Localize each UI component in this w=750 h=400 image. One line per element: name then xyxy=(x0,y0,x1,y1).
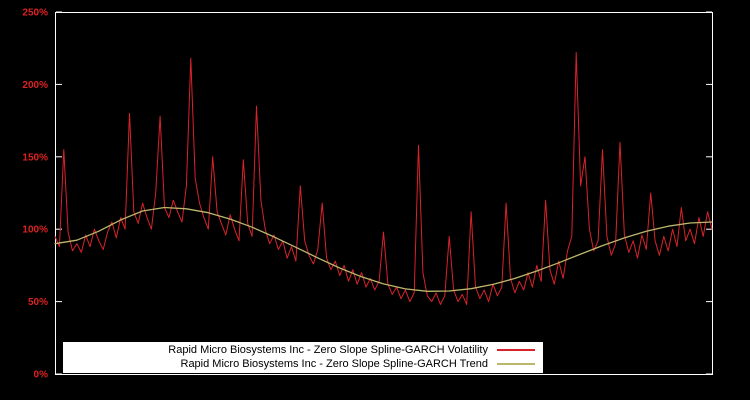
legend-label-trend: Rapid Micro Biosystems Inc - Zero Slope … xyxy=(180,358,489,370)
y-axis-tick-label: 100% xyxy=(22,225,48,236)
series-line-trend xyxy=(54,206,713,292)
y-axis-tick-label: 200% xyxy=(22,80,48,91)
series-line-volatility xyxy=(54,52,713,305)
legend-item-volatility: Rapid Micro Biosystems Inc - Zero Slope … xyxy=(71,343,535,357)
legend-line-sample-volatility xyxy=(497,349,535,351)
legend-item-trend: Rapid Micro Biosystems Inc - Zero Slope … xyxy=(71,357,535,371)
chart-legend: Rapid Micro Biosystems Inc - Zero Slope … xyxy=(63,342,543,373)
y-axis-tick-label: 0% xyxy=(34,370,49,381)
y-axis-tick-label: 150% xyxy=(22,152,48,163)
legend-line-sample-trend xyxy=(497,363,535,365)
legend-label-volatility: Rapid Micro Biosystems Inc - Zero Slope … xyxy=(168,344,488,356)
y-axis-tick-label: 50% xyxy=(28,297,48,308)
y-axis-tick-label: 250% xyxy=(22,8,48,19)
